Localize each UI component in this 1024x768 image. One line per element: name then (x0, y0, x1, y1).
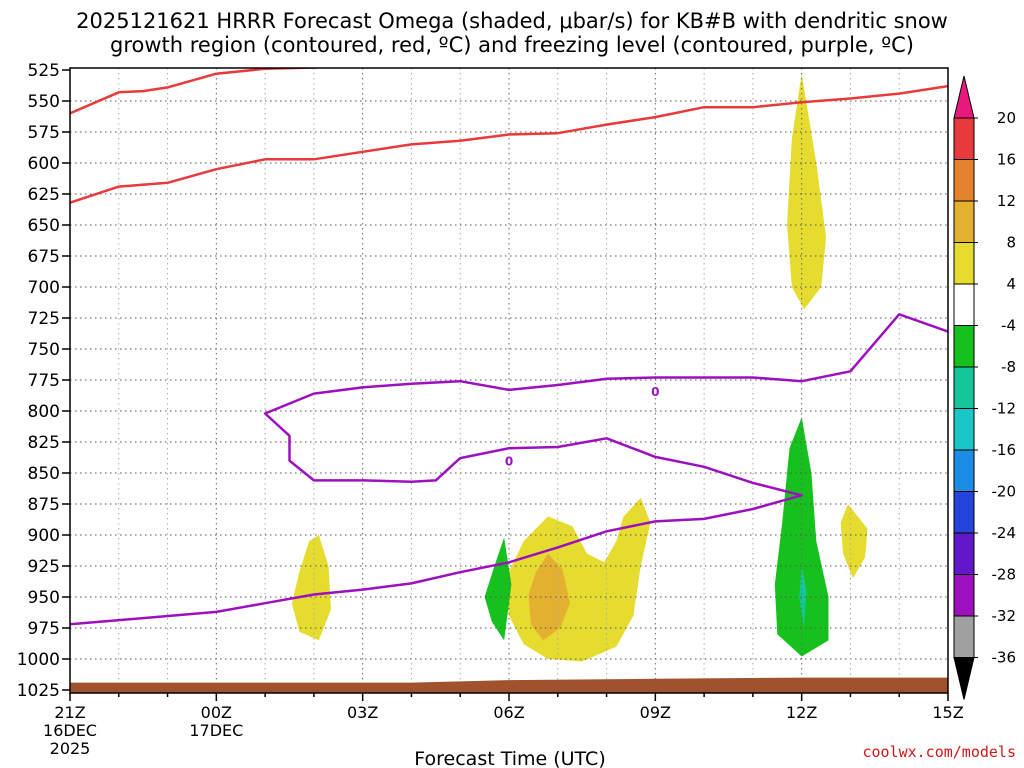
y-tick-label-625: 625 (28, 185, 60, 205)
x-tick-label-03Z: 03Z (347, 703, 378, 722)
x-tick-sublabel-21Z: 16DEC (43, 721, 97, 740)
colorbar-label-2: 12 (997, 192, 1016, 210)
y-tick-label-1000: 1000 (17, 650, 60, 670)
y-tick-label-975: 975 (28, 619, 60, 639)
omega-region-7 (840, 504, 868, 579)
y-tick-label-950: 950 (28, 588, 60, 608)
colorbar-label-7: -12 (992, 400, 1017, 418)
y-tick-label-575: 575 (28, 123, 60, 143)
colorbar-bin-8 (953, 408, 975, 451)
y-tick-label-775: 775 (28, 371, 60, 391)
omega-region-0 (787, 73, 827, 310)
dgz-contour-0 (70, 68, 329, 115)
colorbar-bin-10 (953, 491, 975, 534)
plot-area: 00 5255505756006256506757007257507758008… (17, 61, 964, 758)
y-tick-label-825: 825 (28, 433, 60, 453)
x-tick-year-21Z: 2025 (50, 739, 91, 758)
y-axis-ticks: 525 550 575 600 625 650 675 700 725 750 775 800 825 8… (17, 61, 70, 701)
y-tick-label-1025: 1025 (17, 681, 60, 701)
freezing-level-contour-0 (70, 313, 948, 626)
y-tick-label-725: 725 (28, 309, 60, 329)
contour-label-0: 0 (505, 455, 513, 469)
colorbar-bin-4 (953, 242, 975, 285)
y-tick-label-800: 800 (28, 402, 60, 422)
colorbar-label-11: -28 (992, 566, 1017, 584)
colorbar-bin-6 (953, 325, 975, 368)
colorbar-bin-3 (953, 200, 975, 243)
dgz-contour-1 (70, 84, 948, 204)
y-tick-label-550: 550 (28, 92, 60, 112)
chart-title-line2: growth region (contoured, red, ºC) and f… (110, 33, 914, 57)
colorbar-bin-13 (953, 615, 975, 658)
contour-label-bg-1 (651, 384, 660, 398)
colorbar-top-arrow (953, 75, 975, 119)
omega-region-3 (528, 553, 570, 641)
x-tick-label-12Z: 12Z (786, 703, 817, 722)
contour-label-bg-0 (505, 453, 513, 467)
colorbar-label-12: -32 (992, 607, 1017, 625)
colorbar: 20 16 12 8 4 -4 -8 -12 -16 -20 -24 -28 -32 -36 (953, 75, 1017, 700)
x-tick-label-21Z: 21Z (54, 703, 85, 722)
y-tick-label-850: 850 (28, 464, 60, 484)
omega-region-6 (799, 566, 807, 628)
colorbar-label-1: 16 (997, 151, 1016, 169)
omega-region-1 (291, 535, 331, 641)
contour-label-1: 0 (651, 385, 659, 399)
y-tick-label-700: 700 (28, 278, 60, 298)
y-tick-label-925: 925 (28, 557, 60, 577)
x-tick-label-09Z: 09Z (640, 703, 671, 722)
colorbar-bin-9 (953, 449, 975, 492)
colorbar-label-4: 4 (1006, 275, 1016, 293)
chart-title-line1: 2025121621 HRRR Forecast Omega (shaded, … (76, 9, 948, 33)
colorbar-label-0: 20 (997, 109, 1016, 127)
terrain (70, 677, 948, 693)
contour-lines: 00 (70, 68, 948, 626)
colorbar-label-6: -8 (1001, 358, 1016, 376)
colorbar-bin-2 (953, 159, 975, 202)
colorbar-bin-5 (953, 283, 975, 326)
colorbar-label-9: -20 (992, 483, 1017, 501)
y-tick-label-675: 675 (28, 247, 60, 267)
colorbar-label-5: -4 (1001, 317, 1016, 335)
colorbar-bin-12 (953, 574, 975, 617)
x-tick-label-00Z: 00Z (201, 703, 232, 722)
y-tick-label-900: 900 (28, 526, 60, 546)
y-tick-label-875: 875 (28, 495, 60, 515)
colorbar-label-13: -36 (992, 649, 1017, 667)
y-tick-label-650: 650 (28, 216, 60, 236)
colorbar-label-8: -16 (992, 441, 1017, 459)
x-tick-sublabel-00Z: 17DEC (189, 721, 243, 740)
x-axis-title: Forecast Time (UTC) (414, 748, 605, 768)
y-tick-label-600: 600 (28, 154, 60, 174)
terrain-fill (70, 677, 948, 693)
credit-text: coolwx.com/models (862, 743, 1016, 761)
colorbar-bottom-arrow (953, 657, 975, 700)
y-tick-label-750: 750 (28, 340, 60, 360)
y-tick-label-525: 525 (28, 61, 60, 81)
colorbar-bin-11 (953, 532, 975, 575)
colorbar-label-10: -24 (992, 524, 1017, 542)
colorbar-bin-7 (953, 366, 975, 409)
x-tick-label-15Z: 15Z (932, 703, 963, 722)
colorbar-label-3: 8 (1006, 234, 1016, 252)
colorbar-bin-1 (953, 117, 975, 160)
x-tick-label-06Z: 06Z (493, 703, 524, 722)
